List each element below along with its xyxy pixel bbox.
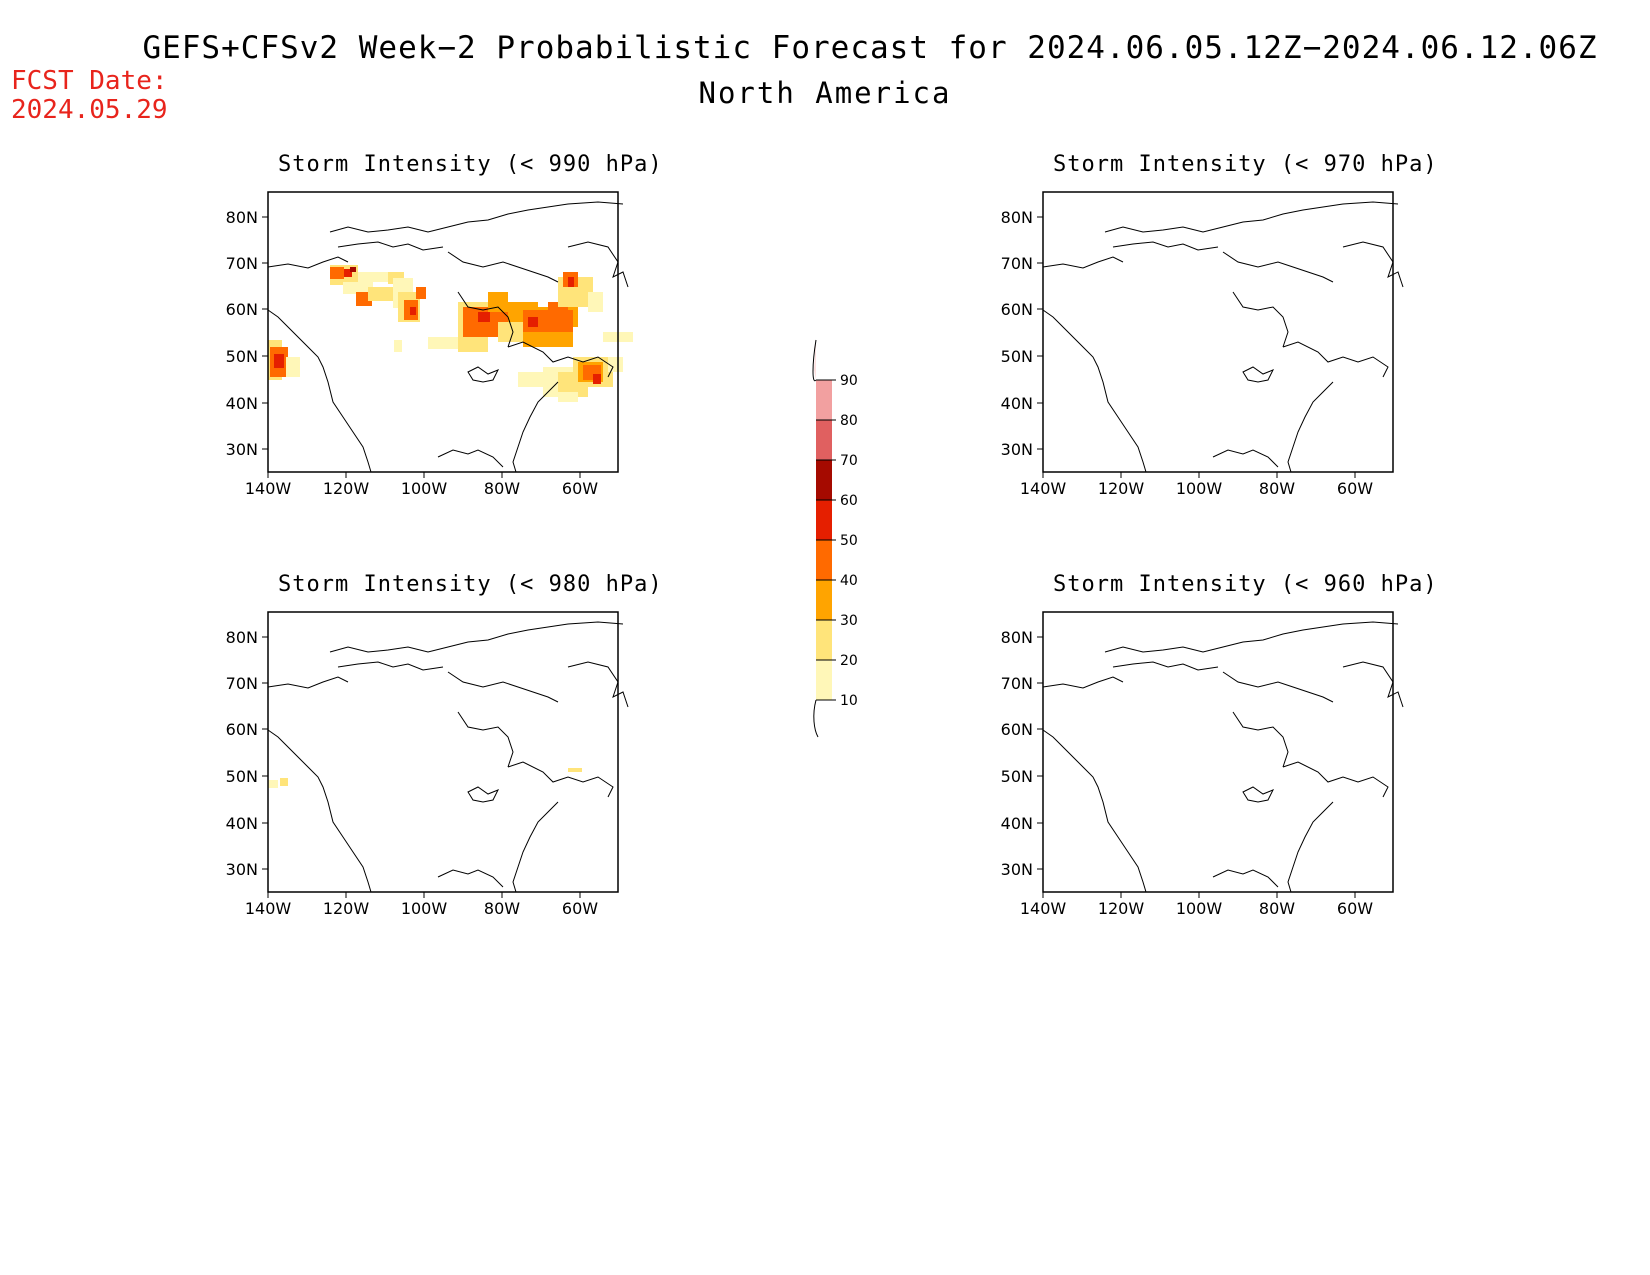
colorbar-tick: 40 — [840, 573, 858, 589]
panel-title-980: Storm Intensity (< 980 hPa) — [278, 572, 663, 597]
lon-label: 140W — [245, 899, 292, 918]
figure-title: GEFS+CFSv2 Week−2 Probabilistic Forecast… — [142, 30, 1598, 66]
map-panel-990: 80N 70N 60N 50N 40N 30N 140W 120W 100W 8… — [220, 190, 660, 535]
lat-label: 80N — [1001, 628, 1033, 647]
map-960-svg: 80N 70N 60N 50N 40N 30N 140W 120W 100W 8… — [1001, 611, 1404, 918]
fcst-date-value: 2024.05.29 — [11, 95, 168, 125]
figure-subtitle: North America — [698, 76, 952, 110]
lat-label: 50N — [226, 347, 258, 366]
lon-label: 100W — [401, 479, 448, 498]
lon-label: 140W — [1020, 899, 1067, 918]
lat-label: 40N — [226, 394, 258, 413]
lon-label: 80W — [1259, 479, 1295, 498]
colorbar-tick: 20 — [840, 653, 858, 669]
map-970-svg: 80N 70N 60N 50N 40N 30N 140W 120W 100W 8… — [1001, 191, 1404, 498]
map-frame — [1042, 611, 1394, 893]
lat-ticks: 80N 70N 60N 50N 40N 30N — [226, 208, 268, 459]
colorbar-swatch — [816, 380, 832, 420]
lon-label: 100W — [401, 899, 448, 918]
lon-label: 120W — [323, 479, 370, 498]
lon-label: 60W — [1337, 899, 1373, 918]
lat-ticks: 80N 70N 60N 50N 40N 30N — [1001, 628, 1043, 879]
lon-label: 80W — [484, 479, 520, 498]
map-980-svg: 80N 70N 60N 50N 40N 30N 140W 120W 100W 8… — [226, 611, 629, 918]
colorbar-tick: 10 — [840, 693, 858, 709]
map-frame — [1042, 191, 1394, 473]
lon-label: 120W — [1098, 899, 1145, 918]
lat-label: 30N — [1001, 860, 1033, 879]
lat-label: 60N — [226, 720, 258, 739]
lat-label: 40N — [226, 814, 258, 833]
colorbar-tick: 70 — [840, 453, 858, 469]
lat-label: 50N — [1001, 767, 1033, 786]
coastlines — [1042, 621, 1404, 893]
lon-ticks: 140W 120W 100W 80W 60W — [1020, 472, 1373, 498]
colorbar-tick: 30 — [840, 613, 858, 629]
lat-label: 80N — [226, 208, 258, 227]
colorbar: 90 80 70 60 50 40 30 20 10 — [808, 335, 868, 745]
lat-label: 70N — [1001, 674, 1033, 693]
lon-label: 60W — [562, 899, 598, 918]
colorbar-swatch — [816, 420, 832, 460]
colorbar-swatch — [816, 540, 832, 580]
map-panel-970: 80N 70N 60N 50N 40N 30N 140W 120W 100W 8… — [995, 190, 1435, 535]
lat-label: 70N — [226, 674, 258, 693]
lat-label: 50N — [1001, 347, 1033, 366]
lat-label: 30N — [1001, 440, 1033, 459]
lat-label: 70N — [226, 254, 258, 273]
colorbar-tick: 60 — [840, 493, 858, 509]
lat-label: 50N — [226, 767, 258, 786]
colorbar-tick: 50 — [840, 533, 858, 549]
lon-label: 140W — [1020, 479, 1067, 498]
colorbar-swatch — [816, 500, 832, 540]
lon-label: 60W — [562, 479, 598, 498]
panel-title-960: Storm Intensity (< 960 hPa) — [1053, 572, 1438, 597]
colorbar-swatch — [816, 580, 832, 620]
lon-label: 80W — [484, 899, 520, 918]
lat-label: 60N — [1001, 300, 1033, 319]
lat-label: 60N — [1001, 720, 1033, 739]
lon-label: 120W — [323, 899, 370, 918]
lon-label: 80W — [1259, 899, 1295, 918]
lat-label: 70N — [1001, 254, 1033, 273]
colorbar-swatch — [816, 660, 832, 700]
coastlines — [267, 621, 629, 893]
colorbar-swatch — [816, 620, 832, 660]
lat-label: 40N — [1001, 814, 1033, 833]
lon-label: 140W — [245, 479, 292, 498]
colorbar-tick: 80 — [840, 413, 858, 429]
fcst-date-label: FCST Date: — [11, 66, 168, 96]
lon-label: 100W — [1176, 899, 1223, 918]
lon-ticks: 140W 120W 100W 80W 60W — [245, 472, 598, 498]
probability-shading — [268, 265, 633, 402]
probability-shading — [268, 768, 582, 788]
lat-label: 80N — [226, 628, 258, 647]
map-frame — [267, 611, 619, 893]
lon-label: 60W — [1337, 479, 1373, 498]
map-frame — [267, 191, 619, 473]
map-panel-980: 80N 70N 60N 50N 40N 30N 140W 120W 100W 8… — [220, 610, 660, 955]
coastlines — [1042, 201, 1404, 473]
lon-label: 100W — [1176, 479, 1223, 498]
lat-label: 30N — [226, 860, 258, 879]
colorbar-swatch — [816, 460, 832, 500]
colorbar-tick: 90 — [840, 373, 858, 389]
map-990-svg: 80N 70N 60N 50N 40N 30N 140W 120W 100W 8… — [226, 191, 633, 498]
lon-ticks: 140W 120W 100W 80W 60W — [1020, 892, 1373, 918]
colorbar-svg: 90 80 70 60 50 40 30 20 10 — [812, 339, 858, 738]
map-panel-960: 80N 70N 60N 50N 40N 30N 140W 120W 100W 8… — [995, 610, 1435, 955]
lon-label: 120W — [1098, 479, 1145, 498]
panel-title-970: Storm Intensity (< 970 hPa) — [1053, 152, 1438, 177]
lat-ticks: 80N 70N 60N 50N 40N 30N — [1001, 208, 1043, 459]
lat-label: 80N — [1001, 208, 1033, 227]
lat-label: 60N — [226, 300, 258, 319]
lat-ticks: 80N 70N 60N 50N 40N 30N — [226, 628, 268, 879]
panel-title-990: Storm Intensity (< 990 hPa) — [278, 152, 663, 177]
lat-label: 40N — [1001, 394, 1033, 413]
lon-ticks: 140W 120W 100W 80W 60W — [245, 892, 598, 918]
lat-label: 30N — [226, 440, 258, 459]
